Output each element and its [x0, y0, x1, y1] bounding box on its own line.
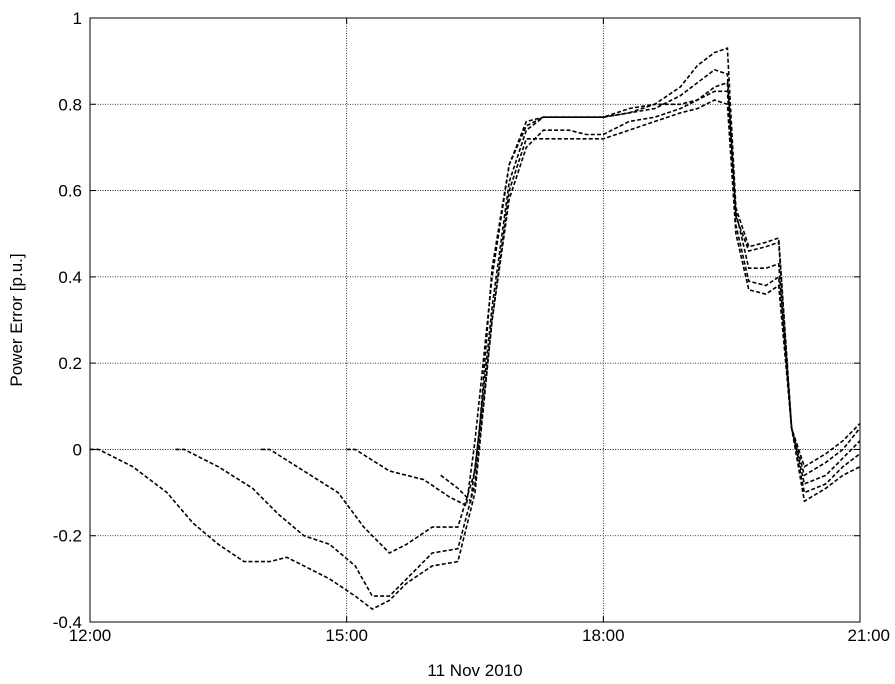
axes-box: [89, 17, 861, 623]
y-tick-label: -0.4: [53, 613, 82, 632]
series-line-3: [261, 81, 861, 554]
series-line-1: [90, 99, 861, 611]
y-tick-label: 0.4: [58, 268, 82, 287]
x-axis-title: 11 Nov 2010: [427, 661, 522, 680]
x-tick-label: 12:00: [69, 626, 112, 645]
tick-marks: [89, 17, 861, 623]
y-tick-label: 0.8: [58, 95, 82, 114]
y-tick-label: -0.2: [53, 527, 82, 546]
x-tick-label: 21:00: [847, 626, 890, 645]
y-tick-label: 0: [73, 440, 82, 459]
series-line-2: [175, 90, 861, 597]
x-tick-label: 15:00: [325, 626, 368, 645]
y-tick-label: 1: [73, 9, 82, 28]
x-tick-labels: 12:00 15:00 18:00 21:00: [69, 626, 890, 645]
y-tick-label: 0.2: [58, 354, 82, 373]
y-tick-labels: -0.4 -0.2 0 0.2 0.4 0.6 0.8 1: [53, 9, 82, 632]
x-tick-label: 18:00: [582, 626, 625, 645]
series-line-5: [440, 47, 861, 503]
grid: [90, 18, 860, 622]
series-lines: [90, 47, 861, 611]
y-tick-label: 0.6: [58, 182, 82, 201]
y-axis-title: Power Error [p.u.]: [7, 253, 26, 386]
